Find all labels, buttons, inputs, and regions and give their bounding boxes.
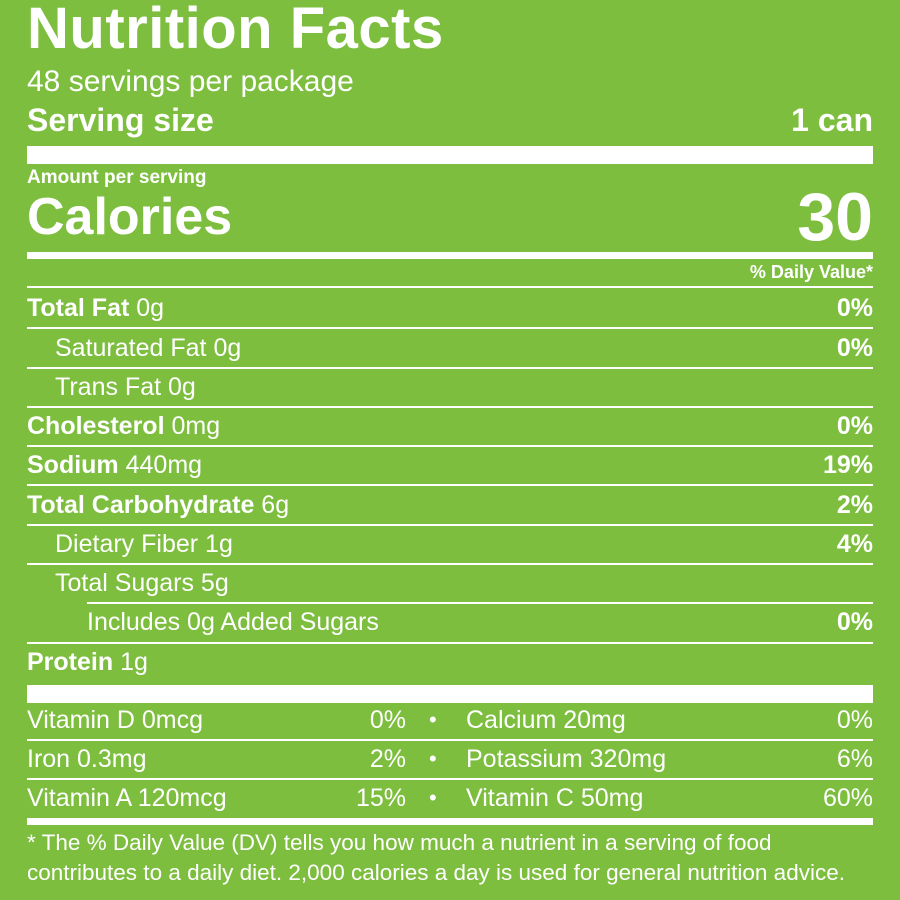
nutrient-name: Cholesterol	[27, 412, 165, 440]
calories-row: Calories 30	[27, 179, 873, 255]
bullet-separator: •	[429, 707, 437, 732]
vitamin-name: Vitamin C 50mg	[466, 784, 644, 812]
nutrient-dv: 4%	[836, 530, 873, 558]
serving-size-row: Serving size 1 can	[27, 101, 873, 139]
nutrient-amount: 1g	[120, 648, 148, 676]
vitamin-name: Calcium 20mg	[466, 706, 626, 734]
nutrient-name: Protein	[27, 648, 114, 676]
row-rule	[27, 563, 873, 565]
row-rule	[27, 739, 873, 741]
footnote-line: contributes to a daily diet. 2,000 calor…	[27, 860, 845, 885]
vitamin-name: Iron 0.3mg	[27, 745, 147, 773]
nutrient-amount: 0g	[136, 294, 165, 322]
row-rule	[27, 406, 873, 408]
nutrient-amount: 5g	[200, 569, 229, 597]
vitamin-name: Vitamin D 0mcg	[27, 706, 203, 734]
thick-divider	[27, 685, 873, 703]
vitamin-dv: 60%	[822, 784, 873, 812]
label-title: Nutrition Facts	[27, 0, 444, 61]
nutrient-row-total-sugars: Total Sugars 5g	[27, 564, 873, 602]
row-rule	[27, 367, 873, 369]
nutrient-dv: 0%	[836, 412, 873, 440]
nutrient-dv: 0%	[836, 334, 873, 362]
nutrient-name: Dietary Fiber	[55, 530, 199, 558]
nutrient-row-cholesterol: Cholesterol 0mg 0%	[27, 407, 873, 445]
medium-divider	[27, 252, 873, 259]
vitamin-name: Vitamin A 120mcg	[27, 784, 227, 812]
nutrient-name: Saturated Fat	[55, 334, 207, 362]
nutrient-name: Total Sugars	[55, 569, 194, 597]
nutrient-dv: 2%	[836, 491, 873, 519]
servings-per-package: 48 servings per package	[27, 65, 354, 98]
nutrient-amount: 0mg	[171, 412, 221, 440]
calories-value: 30	[797, 179, 873, 255]
nutrient-amount: 440mg	[125, 451, 203, 479]
thick-divider	[27, 146, 873, 164]
serving-size-label: Serving size	[27, 102, 214, 138]
row-rule	[27, 524, 873, 526]
nutrient-row-total-fat: Total Fat 0g 0%	[27, 289, 873, 327]
vitamin-dv: 15%	[355, 784, 406, 812]
daily-value-header: % Daily Value*	[749, 262, 873, 282]
nutrient-row-trans-fat: Trans Fat 0g	[27, 368, 873, 406]
serving-size-value: 1 can	[791, 102, 873, 138]
nutrient-dv: 19%	[822, 451, 873, 479]
nutrient-name: Includes 0g Added Sugars	[87, 608, 379, 636]
nutrient-dv: 0%	[836, 294, 873, 322]
nutrition-facts-label: Nutrition Facts 48 servings per package …	[27, 0, 873, 900]
bullet-separator: •	[429, 746, 437, 771]
nutrient-row-dietary-fiber: Dietary Fiber 1g 4%	[27, 525, 873, 563]
nutrient-row-saturated-fat: Saturated Fat 0g 0%	[27, 329, 873, 367]
medium-divider	[27, 818, 873, 825]
row-rule	[27, 642, 873, 644]
calories-label: Calories	[27, 188, 233, 246]
row-rule	[27, 484, 873, 486]
row-rule	[27, 778, 873, 780]
nutrient-row-protein: Protein 1g	[27, 643, 873, 681]
vitamin-name: Potassium 320mg	[466, 745, 667, 773]
vitamin-dv: 6%	[836, 745, 873, 773]
nutrient-name: Total Fat	[27, 294, 130, 322]
row-rule	[87, 602, 873, 604]
nutrient-amount: 1g	[205, 530, 233, 558]
nutrient-amount: 6g	[261, 491, 290, 519]
row-rule	[27, 327, 873, 329]
nutrient-amount: 0g	[168, 373, 196, 401]
amount-per-serving: Amount per serving	[27, 167, 207, 188]
nutrient-name: Trans Fat	[55, 373, 162, 401]
nutrient-name: Sodium	[27, 451, 119, 479]
vitamin-dv: 0%	[836, 706, 873, 734]
bullet-separator: •	[429, 785, 437, 810]
footnote: * The % Daily Value (DV) tells you how m…	[27, 828, 873, 888]
nutrient-amount: 0g	[213, 334, 242, 362]
nutrient-row-sodium: Sodium 440mg 19%	[27, 446, 873, 484]
nutrient-row-total-carbohydrate: Total Carbohydrate 6g 2%	[27, 486, 873, 524]
nutrient-dv: 0%	[836, 608, 873, 636]
footnote-line: * The % Daily Value (DV) tells you how m…	[27, 830, 772, 855]
vitamin-dv: 2%	[369, 745, 406, 773]
nutrient-name: Total Carbohydrate	[27, 491, 255, 519]
row-rule	[27, 445, 873, 447]
nutrient-row-added-sugars: Includes 0g Added Sugars 0%	[27, 603, 873, 641]
vitamin-dv: 0%	[369, 706, 406, 734]
row-rule	[27, 286, 873, 288]
